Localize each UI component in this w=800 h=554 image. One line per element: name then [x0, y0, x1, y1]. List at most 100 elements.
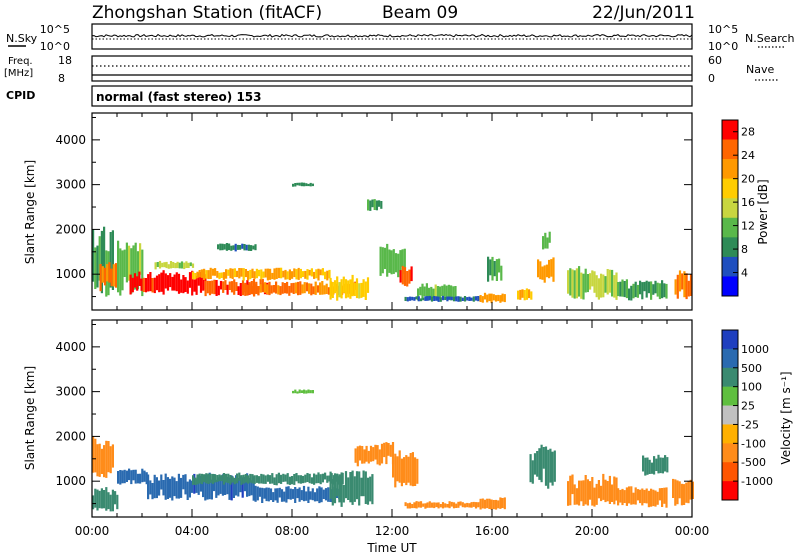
velocity-cell — [380, 443, 384, 464]
velocity-cell — [307, 486, 310, 503]
velocity-cell — [457, 501, 460, 508]
velocity-cell — [240, 475, 243, 485]
velocity-cell — [619, 489, 622, 503]
velocity-cell — [653, 456, 656, 475]
velocity-cell — [630, 486, 633, 505]
nave-tick-top: 60 — [708, 54, 722, 67]
velocity-cell — [367, 450, 370, 464]
power-cell — [432, 288, 435, 299]
power-cell — [238, 268, 241, 279]
power-cell — [103, 267, 107, 286]
power-cell — [251, 268, 254, 278]
velocity-cell — [639, 489, 642, 504]
velocity-cell — [358, 471, 361, 506]
velocity-cell — [378, 449, 381, 466]
velocity-cell — [280, 474, 283, 484]
time-xlabel: Time UT — [366, 541, 417, 554]
power-cell — [636, 284, 639, 298]
cpid-frame — [91, 85, 693, 107]
velocity-colorbar-tick-label: -25 — [741, 418, 759, 431]
velocity-cell — [269, 475, 272, 484]
power-cell — [474, 296, 478, 301]
power-cell — [260, 269, 263, 280]
power-cell — [180, 261, 184, 269]
velocity-cell — [242, 474, 245, 484]
nave-label: Nave — [746, 63, 774, 76]
velocity-cell — [643, 489, 646, 504]
power-cell — [521, 289, 524, 298]
velocity-cell — [205, 473, 208, 484]
velocity-cell — [642, 455, 645, 472]
power-cell — [299, 268, 302, 279]
power-cell — [203, 268, 206, 280]
power-cell — [602, 274, 605, 298]
velocity-cell — [600, 485, 603, 502]
velocity-cell — [575, 488, 578, 505]
power-cell — [312, 286, 315, 295]
power-cell — [525, 288, 528, 300]
power-cell — [319, 269, 322, 276]
velocity-cell — [363, 449, 366, 464]
velocity-cell — [216, 475, 219, 482]
power-cell — [589, 273, 592, 290]
power-cell — [641, 282, 644, 300]
power-cell — [434, 284, 437, 300]
power-cell — [367, 199, 370, 211]
velocity-cell — [291, 489, 295, 499]
velocity-cell — [117, 471, 120, 484]
velocity-cell — [98, 490, 101, 509]
velocity-cell — [266, 474, 269, 482]
power-cell — [300, 182, 303, 187]
power-cell — [425, 283, 428, 301]
velocity-colorbar-swatch — [722, 462, 738, 482]
power-cell — [139, 243, 142, 275]
velocity-cell — [103, 490, 106, 509]
velocity-cell — [430, 502, 434, 508]
power-cell — [298, 182, 301, 186]
power-cell — [519, 289, 522, 300]
power-colorbar-frame — [721, 119, 739, 297]
velocity-cell — [228, 477, 231, 500]
date-title: 22/Jun/2011 — [592, 3, 695, 23]
power-cell — [388, 249, 391, 273]
power-cell — [142, 277, 145, 292]
power-cell — [221, 243, 224, 251]
velocity-cell — [316, 488, 319, 502]
velocity-cell — [313, 473, 316, 485]
velocity-cell — [219, 476, 222, 494]
power-cell — [500, 265, 503, 281]
velocity-cell — [529, 454, 532, 483]
power-cell — [106, 264, 109, 282]
power-cell — [98, 236, 101, 281]
nsky-label: N.Sky — [6, 32, 38, 45]
velocity-cell — [311, 488, 314, 501]
power-cell — [575, 268, 578, 299]
velocity-cell — [573, 484, 576, 505]
power-cell — [428, 295, 431, 301]
time-tick-label: 20:00 — [575, 524, 610, 538]
velocity-cell — [361, 446, 364, 464]
power-cell — [117, 240, 120, 293]
velocity-colorbar-swatch — [722, 405, 738, 425]
power-cell — [140, 278, 143, 291]
velocity-cell — [177, 473, 180, 499]
power-cell — [386, 243, 389, 277]
velocity-cell — [344, 471, 348, 499]
power-cell — [211, 268, 214, 276]
velocity-cell — [479, 498, 482, 510]
power-cell — [423, 286, 426, 297]
power-colorbar-swatch — [722, 217, 738, 238]
power-cell — [131, 277, 134, 293]
velocity-cell — [214, 474, 217, 483]
velocity-cell — [321, 473, 324, 483]
velocity-cell — [149, 480, 152, 495]
power-cell — [243, 244, 246, 251]
power-cell — [191, 263, 195, 268]
velocity-cell — [415, 501, 418, 509]
velocity-cell — [459, 501, 462, 506]
power-cell — [543, 265, 546, 283]
power-cell — [487, 256, 490, 282]
power-cell — [634, 281, 637, 298]
power-cell — [306, 269, 309, 280]
velocity-cell — [584, 475, 587, 505]
